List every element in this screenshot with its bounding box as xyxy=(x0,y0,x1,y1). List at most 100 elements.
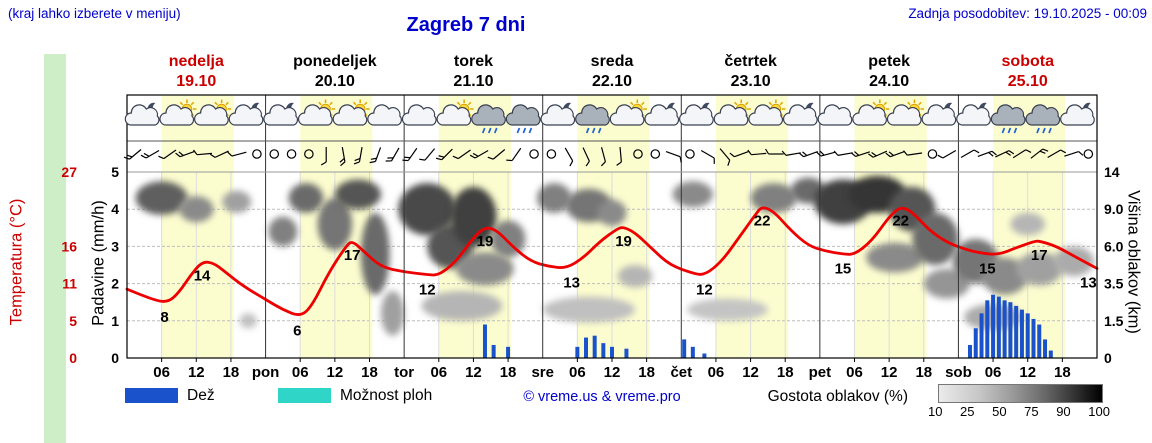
wind-barb-icon xyxy=(353,147,363,165)
temp-tick: 16 xyxy=(61,238,77,254)
wind-barb-icon xyxy=(1012,149,1032,159)
rain-bar xyxy=(682,339,687,358)
wind-barb-icon xyxy=(798,151,818,158)
density-tick: 90 xyxy=(1056,404,1071,419)
precip-tick: 1 xyxy=(111,313,119,329)
day-name: sobota xyxy=(1001,53,1054,70)
cloud-blob xyxy=(450,186,497,247)
time-tick: 06 xyxy=(708,364,725,381)
rain-bar xyxy=(979,313,984,358)
cloud-layer xyxy=(135,175,1095,336)
showers-legend-label: Možnost ploh xyxy=(340,387,433,404)
cloud-blob xyxy=(178,196,214,223)
time-tick: 18 xyxy=(915,364,932,381)
wind-barb-icon xyxy=(158,149,177,160)
cloud-icon xyxy=(367,104,402,126)
rain-legend-swatch xyxy=(125,388,178,403)
sun-cloud-icon xyxy=(852,99,890,126)
day-name: nedelja xyxy=(168,53,224,70)
cloud-height-tick: 14 xyxy=(1104,164,1120,180)
temp-tick: 0 xyxy=(69,350,77,366)
rain-cloud-icon xyxy=(575,104,610,134)
wind-calm-icon xyxy=(269,149,280,159)
credit-link[interactable]: © vreme.us & vreme.pro xyxy=(523,389,681,405)
time-tick: 18 xyxy=(777,364,794,381)
wind-barb-icon xyxy=(600,147,606,167)
sidebar-strip xyxy=(44,54,66,443)
wind-barb-icon xyxy=(469,149,489,159)
day-header-sobota: sobota 25.10 xyxy=(958,52,1097,92)
cloud-height-tick: 9.0 xyxy=(1104,201,1124,217)
wind-barb-icon xyxy=(765,148,784,155)
wind-calm-icon xyxy=(1083,149,1094,159)
rain-bar xyxy=(1043,339,1048,358)
day-abbrev: sob xyxy=(945,364,972,381)
rain-bar xyxy=(1002,300,1007,358)
cloud-blob xyxy=(135,181,188,215)
rain-bar xyxy=(967,344,972,358)
wind-barb-icon xyxy=(960,149,980,159)
cloud-blob xyxy=(360,212,390,295)
sun-cloud-icon xyxy=(713,99,751,126)
wind-calm-icon xyxy=(529,149,539,159)
rain-legend-label: Dež xyxy=(187,387,215,404)
wind-barb-icon xyxy=(850,151,871,158)
temp-value-label: 13 xyxy=(1080,274,1097,291)
density-tick: 75 xyxy=(1024,404,1039,419)
cloud-moon-icon xyxy=(263,102,299,126)
wind-barb-icon xyxy=(781,150,801,156)
time-tick: 12 xyxy=(465,364,482,381)
time-tick: 12 xyxy=(1019,364,1036,381)
cloud-blob xyxy=(1010,212,1046,236)
rain-cloud-icon xyxy=(505,104,541,134)
cloud-blob xyxy=(1016,251,1063,286)
cloud-height-tick: 0 xyxy=(1104,350,1112,366)
cloud-blob xyxy=(1053,246,1095,277)
day-abbrev: čet xyxy=(670,364,692,381)
rain-bar xyxy=(1048,350,1053,358)
rain-bar xyxy=(482,324,487,358)
precip-tick: 5 xyxy=(111,164,119,180)
time-tick: 12 xyxy=(881,364,898,381)
sun-cloud-icon xyxy=(297,99,336,126)
wind-barb-icon xyxy=(868,150,888,158)
cloud-height-tick: 3.5 xyxy=(1104,276,1124,292)
cloud-blob xyxy=(317,198,353,251)
time-tick: 18 xyxy=(500,364,517,381)
cloud-blob xyxy=(381,291,405,336)
rain-bar xyxy=(1019,309,1024,358)
cloud-blob xyxy=(222,190,252,213)
rain-bar xyxy=(973,328,978,358)
rain-bar xyxy=(1008,302,1013,358)
wind-barb-icon xyxy=(193,149,212,156)
cloud-blob xyxy=(866,242,924,273)
temp-value-label: 12 xyxy=(419,281,436,298)
cloud-blob xyxy=(542,296,636,323)
rain-bar xyxy=(491,344,496,358)
rain-bar xyxy=(1031,318,1036,358)
cloud-blob xyxy=(750,183,797,213)
wind-barb-icon xyxy=(140,149,160,159)
rain-bar xyxy=(690,346,695,358)
day-date: 21.10 xyxy=(453,73,494,90)
day-header-četrtek: četrtek 23.10 xyxy=(681,52,820,92)
wind-barb-icon xyxy=(175,151,195,158)
cloud-moon-icon xyxy=(782,102,818,126)
wind-barb-icon xyxy=(227,151,247,157)
cloud-density-gradient xyxy=(938,384,1103,403)
cloud-blob xyxy=(239,313,257,329)
cloud-blob xyxy=(687,298,768,321)
wind-calm-icon xyxy=(252,149,262,159)
daylight-band xyxy=(161,95,234,358)
time-tick: 18 xyxy=(361,364,378,381)
wind-barb-icon xyxy=(1030,148,1049,159)
cloud-moon-icon xyxy=(956,102,991,126)
cloud-blob xyxy=(617,265,653,288)
wind-barb-icon xyxy=(564,147,574,167)
wind-calm-icon xyxy=(546,149,557,159)
temp-value-label: 19 xyxy=(615,233,632,250)
cloud-moon-icon xyxy=(1060,102,1095,126)
day-header-petek: petek 24.10 xyxy=(820,52,959,92)
